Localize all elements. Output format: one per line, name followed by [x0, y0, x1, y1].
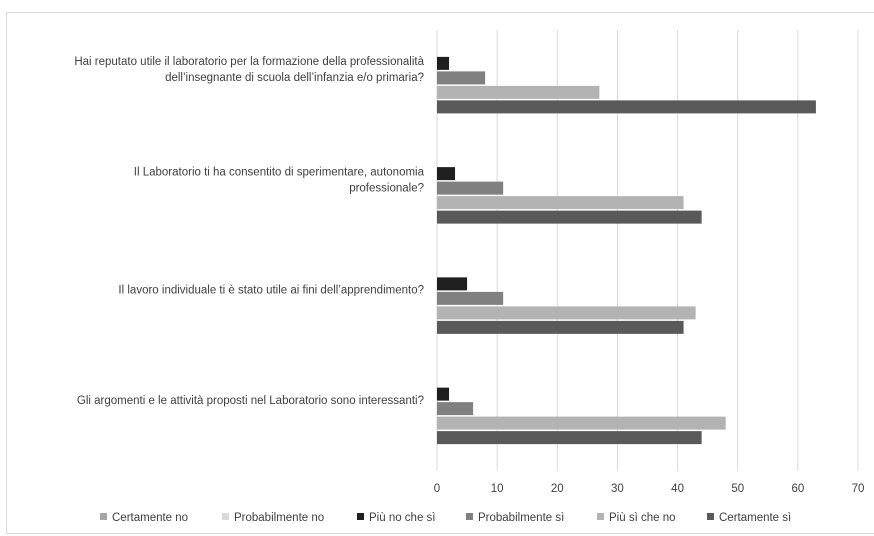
legend-label: Certamente sì — [719, 512, 791, 524]
legend-label: Più no che sì — [369, 512, 435, 524]
category-label: Gli argomenti e le attività proposti nel… — [77, 395, 424, 407]
x-tick-labels: 0 10 20 30 40 50 60 70 — [434, 483, 865, 495]
legend-swatch — [222, 513, 229, 520]
category-label: Il Laboratorio ti ha consentito di speri… — [134, 166, 425, 178]
bar — [437, 85, 600, 99]
category-labels: Hai reputato utile il laboratorio per la… — [74, 56, 424, 407]
category-label: professionale? — [349, 182, 424, 194]
legend: Certamente no Probabilmente no Più no che … — [100, 512, 791, 524]
legend-swatch — [357, 513, 364, 520]
bars — [437, 56, 816, 445]
bar — [437, 416, 726, 430]
category-label: Il lavoro individuale ti è stato utile a… — [118, 285, 424, 297]
bar — [437, 291, 504, 305]
x-tick-label: 0 — [434, 483, 440, 495]
x-tick-label: 50 — [731, 483, 744, 495]
legend-label: Probabilmente no — [234, 512, 324, 524]
bar — [437, 431, 702, 445]
chart-frame — [6, 12, 874, 534]
bar — [437, 387, 450, 401]
x-tick-label: 20 — [551, 483, 564, 495]
legend-label: Più sì che no — [609, 512, 675, 524]
legend-label: Certamente no — [112, 512, 188, 524]
bar — [437, 167, 456, 181]
legend-label: Probabilmente sì — [478, 512, 564, 524]
category-label: dell’insegnante di scuola dell’infanzia … — [165, 72, 424, 84]
bar — [437, 196, 684, 210]
x-tick-label: 40 — [671, 483, 684, 495]
bar — [437, 100, 816, 114]
bar — [437, 181, 504, 195]
legend-swatch — [466, 513, 473, 520]
bar — [437, 71, 486, 85]
legend-swatch — [707, 513, 714, 520]
x-tick-label: 30 — [611, 483, 624, 495]
bar — [437, 306, 696, 320]
x-tick-label: 70 — [852, 483, 865, 495]
bar — [437, 402, 474, 416]
bar — [437, 210, 702, 224]
bar — [437, 320, 684, 334]
category-label: Hai reputato utile il laboratorio per la… — [74, 56, 424, 68]
x-tick-label: 60 — [791, 483, 804, 495]
x-tick-label: 10 — [491, 483, 504, 495]
bar — [437, 277, 468, 291]
legend-swatch — [100, 513, 107, 520]
bar — [437, 56, 450, 70]
legend-swatch — [597, 513, 604, 520]
